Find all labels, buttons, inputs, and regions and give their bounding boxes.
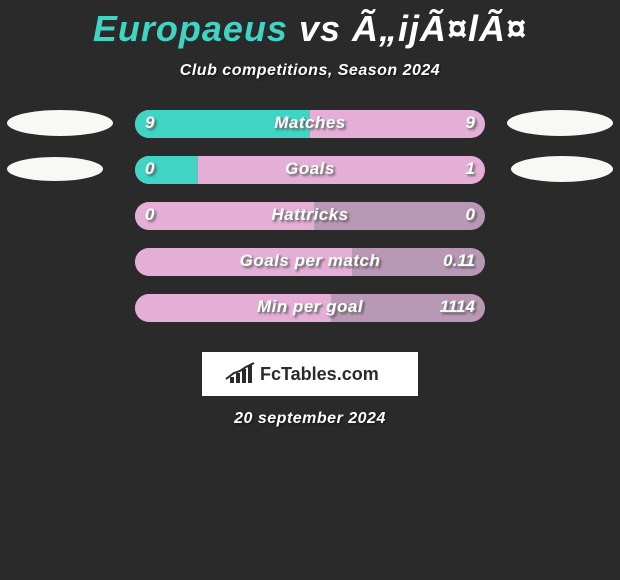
stat-bar — [135, 294, 485, 322]
stat-row: Min per goal1114 — [0, 294, 620, 340]
stat-bar-fill — [135, 248, 352, 276]
player2-ellipse — [507, 110, 613, 136]
fctables-logo: FcTables.com — [202, 352, 418, 396]
player2-name: Ã„ijÃ¤lÃ¤ — [352, 8, 527, 49]
stat-bar-fill — [135, 202, 314, 230]
bar-chart-icon — [226, 363, 254, 383]
stat-row: Goals per match0.11 — [0, 248, 620, 294]
stat-bar-fill — [135, 294, 331, 322]
stat-bar — [135, 248, 485, 276]
stat-bar-fill — [135, 156, 198, 184]
stat-bar-fill — [135, 110, 310, 138]
stat-row: Hattricks00 — [0, 202, 620, 248]
subtitle: Club competitions, Season 2024 — [0, 62, 620, 80]
stat-row: Matches99 — [0, 110, 620, 156]
stat-bar — [135, 110, 485, 138]
date-label: 20 september 2024 — [0, 410, 620, 428]
player1-ellipse — [7, 110, 113, 136]
logo-text: FcTables.com — [260, 364, 379, 384]
vs-text: vs — [299, 8, 341, 49]
player2-ellipse — [511, 156, 613, 182]
comparison-chart: Matches99Goals01Hattricks00Goals per mat… — [0, 110, 620, 340]
stat-bar — [135, 202, 485, 230]
stat-bar — [135, 156, 485, 184]
player1-name: Europaeus — [93, 8, 288, 49]
logo-svg: FcTables.com — [220, 359, 400, 389]
stat-row: Goals01 — [0, 156, 620, 202]
player1-ellipse — [7, 157, 103, 181]
page-title: Europaeus vs Ã„ijÃ¤lÃ¤ — [0, 0, 620, 50]
